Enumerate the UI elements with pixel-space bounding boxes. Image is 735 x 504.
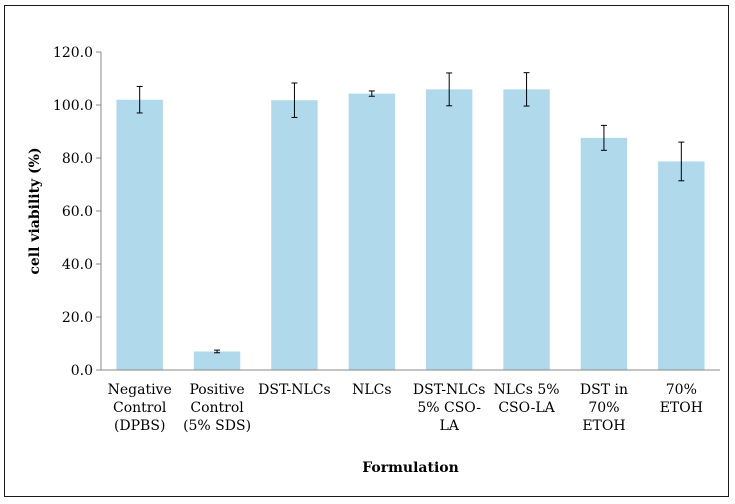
x-tick-label-line: (DPBS) xyxy=(114,418,165,434)
x-tick-label: DST-NLCs xyxy=(258,382,331,398)
x-tick-label-line: 70% xyxy=(666,382,697,398)
x-tick-label-line: (5% SDS) xyxy=(183,418,251,434)
x-tick-label-line: DST in xyxy=(580,382,628,398)
bar-chart: 0.0 20.0 40.0 60.0 80.0 100.0 120.0 Negative Con… xyxy=(27,45,720,476)
y-tick-label: 80.0 xyxy=(62,151,93,167)
bar[interactable] xyxy=(580,137,628,370)
x-tick-label-line: Control xyxy=(113,400,167,416)
chart-frame: 0.0 20.0 40.0 60.0 80.0 100.0 120.0 Negative Con… xyxy=(4,5,729,497)
y-tick-label: 20.0 xyxy=(62,310,93,326)
x-tick-label: NLCs 5% CSO-LA xyxy=(494,382,560,416)
bar[interactable] xyxy=(503,89,550,371)
x-tick-label-line: LA xyxy=(439,418,459,434)
y-tick-label: 0.0 xyxy=(71,363,93,379)
x-tick-label-line: 5% CSO- xyxy=(417,400,481,416)
bar[interactable] xyxy=(271,100,318,370)
x-tick-label-line: ETOH xyxy=(660,400,703,416)
x-tick-label: 70% ETOH xyxy=(660,382,703,416)
y-tick-label: 120.0 xyxy=(53,45,93,61)
y-tick-label: 100.0 xyxy=(53,98,93,114)
y-tick-label: 60.0 xyxy=(62,204,93,220)
x-tick-label: Positive Control (5% SDS) xyxy=(183,382,251,434)
y-tick-label: 40.0 xyxy=(62,257,93,273)
x-tick-label-line: 70% xyxy=(588,400,619,416)
x-tick-label-line: Positive xyxy=(189,382,244,398)
x-tick-label-line: NLCs xyxy=(352,382,391,398)
x-tick-label-line: CSO-LA xyxy=(498,400,555,416)
bar[interactable] xyxy=(425,89,473,371)
x-tick-label: DST-NLCs 5% CSO- LA xyxy=(413,382,486,434)
x-tick-label-line: DST-NLCs xyxy=(413,382,486,398)
bar[interactable] xyxy=(658,161,705,370)
x-tick-label-line: Negative xyxy=(108,382,172,398)
x-tick-label-line: Control xyxy=(190,400,244,416)
x-tick-label: NLCs xyxy=(352,382,391,398)
x-tick-label: Negative Control (DPBS) xyxy=(108,382,172,434)
bar[interactable] xyxy=(348,93,396,370)
bar[interactable] xyxy=(116,99,163,370)
y-axis-title: cell viability (%) xyxy=(27,147,43,274)
x-tick-label-line: NLCs 5% xyxy=(494,382,560,398)
bar[interactable] xyxy=(193,351,241,370)
x-tick-label-line: DST-NLCs xyxy=(258,382,331,398)
x-tick-label-line: ETOH xyxy=(582,418,625,434)
x-tick-label: DST in 70% ETOH xyxy=(580,382,628,434)
x-axis-title: Formulation xyxy=(362,460,459,476)
